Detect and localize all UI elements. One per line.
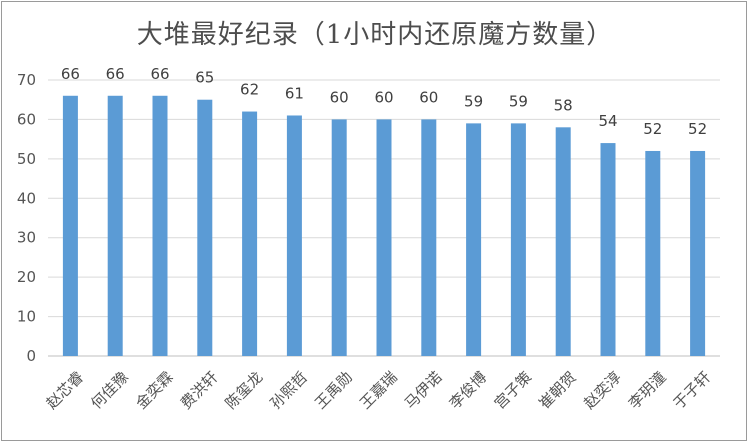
data-label: 66	[150, 65, 169, 83]
bar	[331, 119, 347, 356]
y-tick-label: 0	[26, 347, 36, 365]
bar	[376, 119, 392, 356]
category-label: 赵奕淳	[580, 368, 625, 413]
data-label: 60	[330, 88, 349, 106]
data-label: 52	[643, 120, 662, 138]
data-label: 60	[374, 88, 393, 106]
category-label: 何佳豫	[87, 368, 132, 413]
data-label: 59	[509, 92, 528, 110]
data-label: 60	[419, 88, 438, 106]
y-tick-label: 10	[17, 308, 36, 326]
y-tick-label: 70	[17, 71, 36, 89]
bar	[62, 95, 78, 357]
data-label: 66	[61, 65, 80, 83]
bar	[197, 99, 213, 356]
category-label: 赵芯睿	[43, 368, 88, 413]
category-label: 金奕霖	[132, 368, 177, 413]
data-label: 62	[240, 81, 259, 99]
category-label: 于子轩	[670, 368, 715, 413]
category-label: 费洪轩	[177, 368, 222, 413]
category-label: 崔朝贺	[535, 368, 580, 413]
data-label: 61	[285, 84, 304, 102]
y-tick-label: 40	[17, 189, 36, 207]
data-label: 58	[554, 96, 573, 114]
data-label: 54	[598, 112, 617, 130]
data-label: 66	[106, 65, 125, 83]
category-label: 李俊博	[446, 368, 491, 413]
bar	[555, 127, 571, 356]
bar	[645, 150, 661, 356]
data-label: 52	[688, 120, 707, 138]
bar	[242, 111, 258, 357]
bar	[510, 123, 526, 356]
bar	[107, 95, 123, 357]
bar	[286, 115, 302, 356]
category-label: 陈玺龙	[222, 368, 267, 413]
bar	[690, 150, 706, 356]
y-tick-label: 20	[17, 268, 36, 286]
category-label: 宫子策	[491, 368, 536, 413]
bar	[600, 143, 616, 356]
category-label: 孙熙哲	[267, 368, 312, 413]
category-label: 马伊诺	[401, 368, 446, 413]
y-tick-label: 50	[17, 150, 36, 168]
y-tick-label: 30	[17, 229, 36, 247]
category-label: 王嘉瑞	[356, 368, 401, 413]
bar	[421, 119, 437, 356]
category-label: 王禹勋	[311, 368, 356, 413]
category-label: 李玥潼	[625, 368, 670, 413]
chart-title: 大堆最好纪录（1小时内还原魔方数量）	[136, 20, 614, 50]
data-label: 65	[195, 69, 214, 87]
bar	[152, 95, 168, 357]
bar	[466, 123, 482, 356]
data-label: 59	[464, 92, 483, 110]
y-tick-label: 60	[17, 110, 36, 128]
